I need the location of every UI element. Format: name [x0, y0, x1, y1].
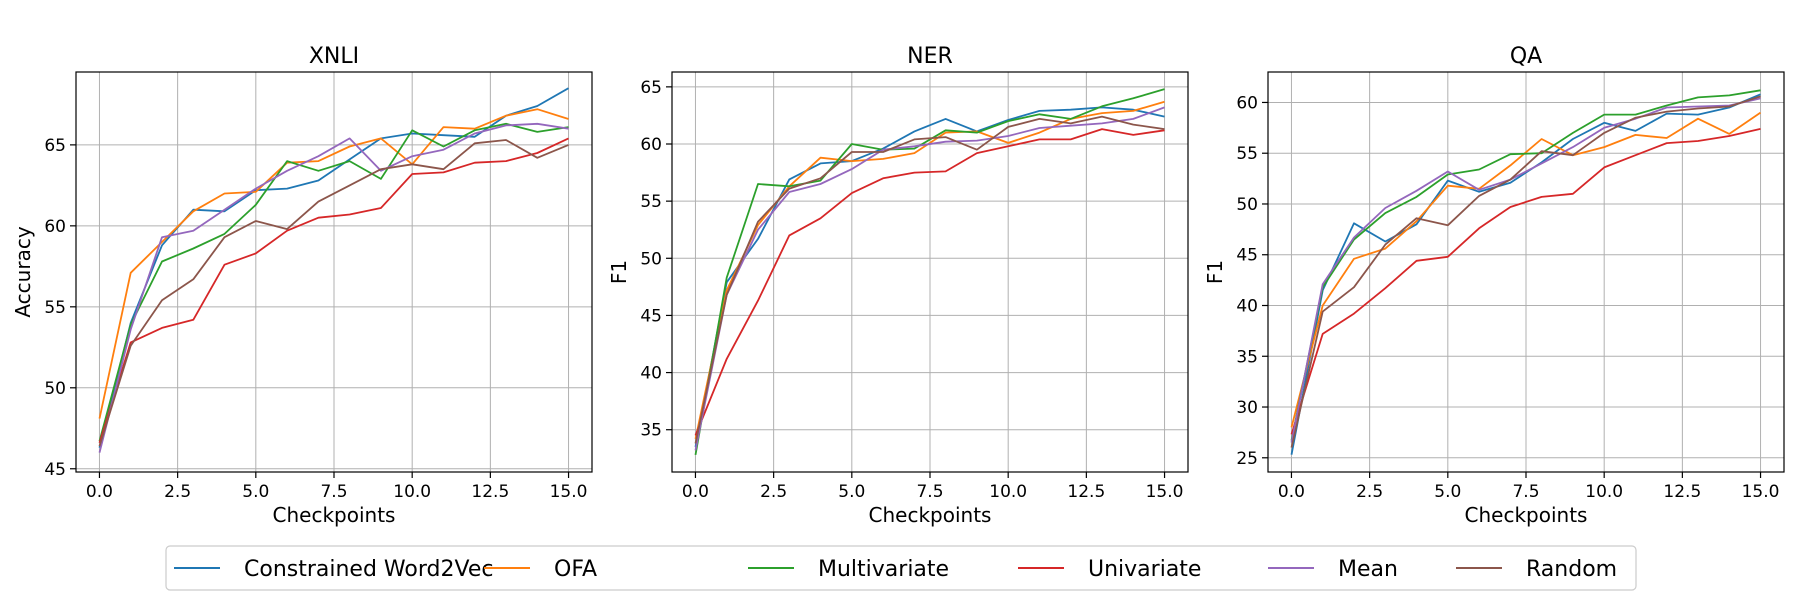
y-tick-label: 60 — [640, 135, 662, 155]
x-axis-label: Checkpoints — [869, 503, 992, 527]
x-tick-label: 0.0 — [682, 482, 709, 502]
series-line-multivariate — [98, 122, 569, 442]
x-tick-label: 10.0 — [393, 482, 431, 502]
x-axis-label: Checkpoints — [1465, 503, 1588, 527]
x-tick-label: 0.0 — [86, 482, 113, 502]
x-tick-label: 2.5 — [164, 482, 191, 502]
y-tick-label: 40 — [640, 364, 662, 384]
x-tick-label: 12.5 — [1663, 482, 1701, 502]
series-line-random — [694, 115, 1165, 444]
x-tick-label: 15.0 — [1146, 482, 1184, 502]
x-tick-label: 2.5 — [760, 482, 787, 502]
series-line-ofa — [1290, 111, 1762, 428]
x-tick-label: 0.0 — [1278, 482, 1305, 502]
y-tick-label: 55 — [44, 298, 66, 318]
legend-item-multivariate: Multivariate — [748, 557, 949, 582]
legend-item-constrained-word2vec: Constrained Word2Vec — [174, 557, 493, 582]
x-tick-label: 7.5 — [320, 482, 347, 502]
y-axis-label: F1 — [607, 260, 631, 284]
y-tick-label: 45 — [44, 460, 66, 480]
chart-panels: 0.0 2.5 5.0 7.5 10.0 12.5 15.0 45 50 55 60 65 XNLI Ch… — [11, 44, 1785, 527]
y-axis-label: F1 — [1203, 260, 1227, 284]
x-tick-label: 12.5 — [471, 482, 509, 502]
legend-item-mean: Mean — [1268, 557, 1398, 582]
y-tick-label: 65 — [640, 78, 662, 98]
y-tick-label: 50 — [1236, 195, 1258, 215]
y-tick-label: 60 — [44, 217, 66, 237]
y-tick-label: 35 — [1236, 347, 1258, 367]
series-line-multivariate — [1290, 89, 1761, 441]
series-line-univariate — [98, 137, 569, 444]
y-tick-label: 50 — [44, 379, 66, 399]
legend-item-univariate: Univariate — [1018, 557, 1201, 582]
series-line-constrained-word2vec — [1290, 93, 1761, 455]
y-tick-label: 45 — [640, 306, 662, 326]
legend-label: Univariate — [1088, 557, 1201, 582]
y-tick-label: 55 — [640, 192, 662, 212]
series-line-univariate — [1290, 128, 1761, 435]
legend-label: Multivariate — [818, 557, 949, 582]
legend-item-ofa: OFA — [484, 557, 597, 582]
legend-item-random: Random — [1456, 557, 1617, 582]
legend-frame — [165, 545, 1637, 591]
chart-panel-xnli: 0.0 2.5 5.0 7.5 10.0 12.5 15.0 45 50 55 60 65 XNLI Ch… — [11, 44, 593, 527]
legend-label: OFA — [554, 557, 597, 582]
chart-panel-ner: 0.0 2.5 5.0 7.5 10.0 12.5 15.0 35 40 45 50 55 60 65 NE… — [607, 44, 1189, 527]
series-line-constrained-word2vec — [694, 106, 1165, 448]
y-tick-label: 35 — [640, 421, 662, 441]
x-tick-label: 7.5 — [1512, 482, 1539, 502]
series-line-univariate — [694, 128, 1165, 436]
x-tick-label: 12.5 — [1067, 482, 1105, 502]
y-tick-label: 25 — [1236, 449, 1258, 469]
y-tick-label: 55 — [1236, 144, 1258, 164]
y-tick-label: 60 — [1236, 93, 1258, 113]
series-line-random — [1290, 95, 1761, 448]
x-tick-label: 15.0 — [550, 482, 588, 502]
y-tick-label: 65 — [44, 136, 66, 156]
series-line-multivariate — [694, 88, 1165, 456]
y-tick-label: 45 — [1236, 246, 1258, 266]
series-line-mean — [1290, 97, 1761, 443]
x-tick-label: 5.0 — [242, 482, 269, 502]
legend: Constrained Word2Vec OFA Multivariate Univa… — [165, 545, 1637, 591]
legend-label: Random — [1526, 557, 1617, 582]
y-axis-label: Accuracy — [11, 226, 35, 317]
chart-panel-qa: 0.0 2.5 5.0 7.5 10.0 12.5 15.0 25 30 35 40 45 50 55 60… — [1203, 44, 1785, 527]
chart-title: XNLI — [309, 44, 359, 69]
x-tick-label: 2.5 — [1356, 482, 1383, 502]
legend-label: Mean — [1338, 557, 1398, 582]
chart-title: QA — [1510, 44, 1542, 69]
x-tick-label: 10.0 — [1585, 482, 1623, 502]
x-tick-label: 5.0 — [838, 482, 865, 502]
x-tick-label: 15.0 — [1742, 482, 1780, 502]
y-tick-label: 40 — [1236, 297, 1258, 317]
y-tick-label: 50 — [640, 249, 662, 269]
series-line-random — [98, 139, 569, 447]
y-tick-label: 30 — [1236, 398, 1258, 418]
series-line-mean — [694, 106, 1165, 451]
x-tick-label: 5.0 — [1434, 482, 1461, 502]
x-tick-label: 10.0 — [989, 482, 1027, 502]
series-line-ofa — [98, 108, 569, 419]
x-axis-label: Checkpoints — [273, 503, 396, 527]
x-tick-label: 7.5 — [916, 482, 943, 502]
chart-title: NER — [907, 44, 953, 69]
legend-label: Constrained Word2Vec — [244, 557, 493, 582]
series-line-mean — [98, 122, 569, 453]
